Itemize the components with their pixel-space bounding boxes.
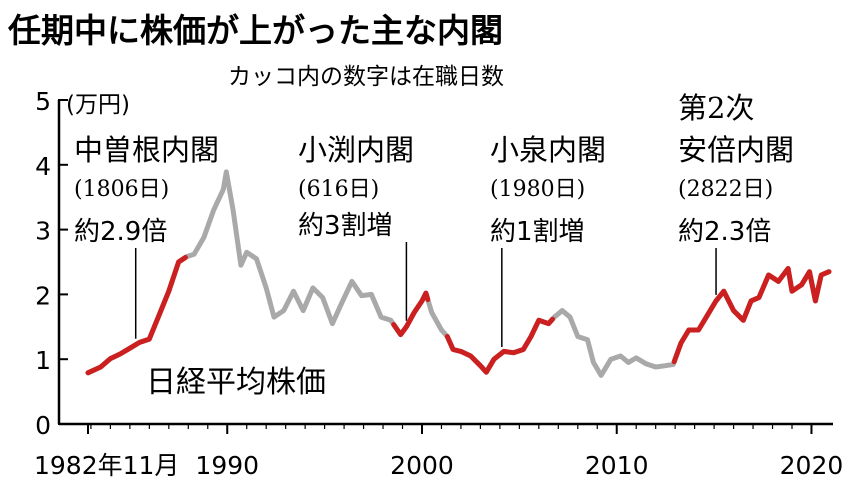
cabinet-change: 約2.9倍: [74, 217, 167, 247]
cabinet-days: (616日): [298, 177, 379, 202]
x-tick-label: 2010: [585, 451, 649, 480]
chart-subtitle: カッコ内の数字は在職日数: [228, 64, 504, 90]
cabinet-days: (2822日): [678, 177, 773, 202]
cabinet-change: 約1割増: [490, 217, 585, 247]
y-tick-label: 5: [35, 87, 51, 116]
cabinet-name: 中曽根内閣: [74, 133, 219, 167]
cabinet-highlight-segment: [85, 255, 188, 376]
y-tick-label: 3: [35, 217, 51, 246]
cabinet-name: 第2次: [678, 91, 754, 125]
y-tick-label: 0: [35, 411, 51, 440]
x-tick-label: 1982年11月: [34, 451, 179, 480]
cabinet-highlight-segment: [391, 290, 431, 338]
cabinet-name: 小渕内閣: [298, 133, 414, 167]
series-label: 日経平均株価: [146, 365, 326, 400]
index-line-base: [85, 169, 832, 378]
cabinet-change: 約3割増: [298, 211, 393, 241]
cabinet-highlight-segment: [444, 316, 555, 375]
x-tick-label: 1990: [195, 451, 259, 480]
x-tick-label: 2020: [780, 451, 844, 480]
cabinet-days: (1980日): [490, 177, 585, 202]
cabinet-change: 約2.3倍: [678, 217, 771, 247]
y-tick-label: 4: [35, 152, 51, 181]
chart-title: 任期中に株価が上がった主な内閣: [8, 11, 503, 50]
cabinet-highlight-segment: [671, 266, 832, 365]
cabinet-days: (1806日): [74, 177, 169, 202]
cabinet-name: 安倍内閣: [678, 133, 794, 167]
cabinet-name: 小泉内閣: [490, 133, 606, 167]
y-axis-unit-label: (万円): [66, 92, 130, 118]
y-tick-label: 1: [35, 346, 51, 375]
y-tick-label: 2: [35, 281, 51, 310]
x-tick-label: 2000: [390, 451, 454, 480]
